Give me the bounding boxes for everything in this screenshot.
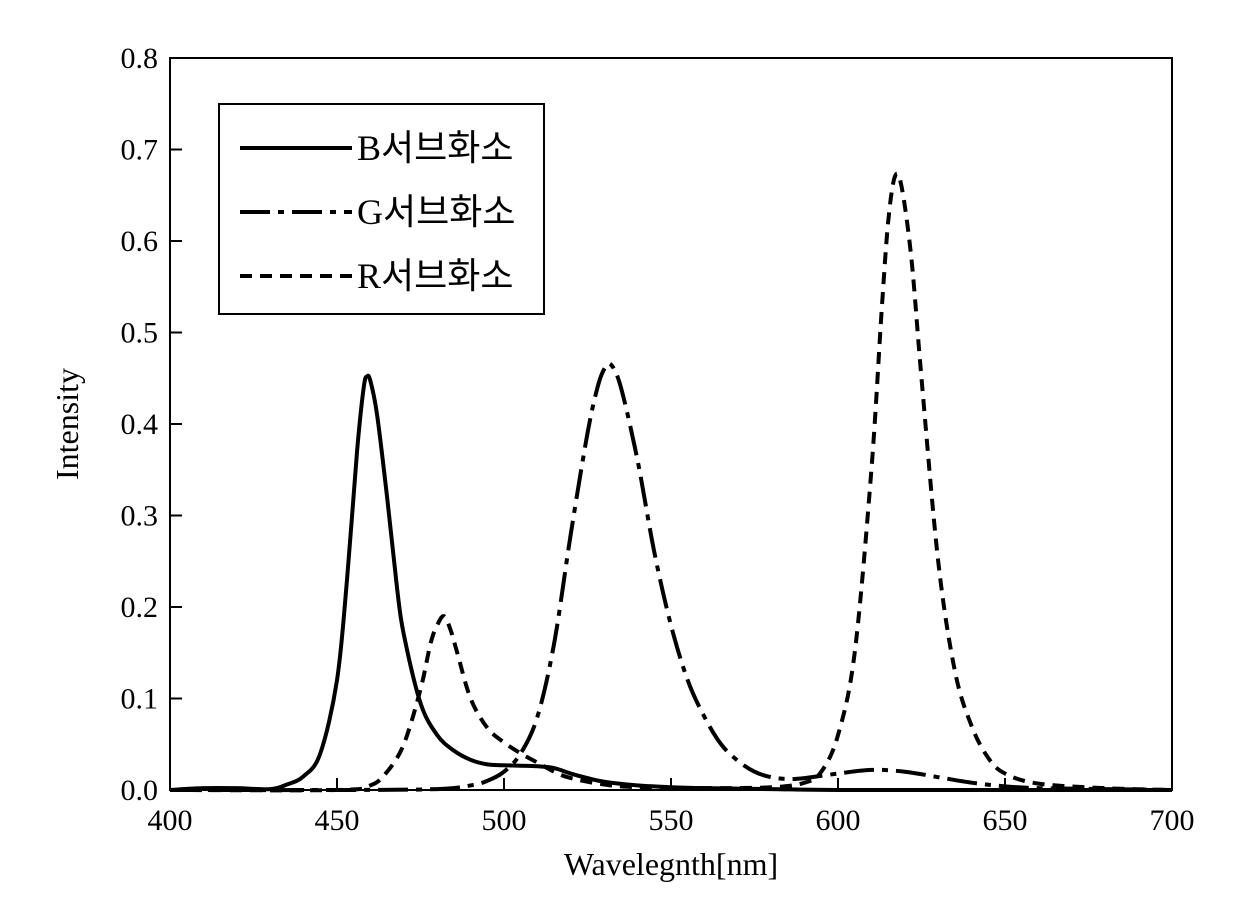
- x-tick-label: 450: [315, 804, 360, 837]
- y-tick-label: 0.0: [121, 774, 159, 807]
- series-line-b: [169, 373, 1172, 793]
- y-axis: 0.0 0.1 0.2 0.3 0.4 0.5 0.6 0.7 0.8: [121, 42, 182, 807]
- legend-label-b: B서브화소: [357, 128, 514, 168]
- legend-label-g: G서브화소: [357, 192, 515, 232]
- y-tick-label: 0.4: [121, 408, 159, 441]
- y-tick-label: 0.6: [121, 225, 159, 258]
- x-axis-title: Wavelegnth[nm]: [564, 846, 778, 882]
- y-tick-label: 0.1: [121, 683, 159, 716]
- x-tick-label: 550: [649, 804, 694, 837]
- x-axis: 400 450 500 550 600 650 700: [148, 778, 1195, 837]
- x-tick-label: 500: [482, 804, 527, 837]
- x-tick-label: 600: [816, 804, 861, 837]
- x-tick-label: 700: [1150, 804, 1195, 837]
- legend: B서브화소 G서브화소 R서브화소: [218, 103, 545, 315]
- y-tick-label: 0.3: [121, 500, 159, 533]
- legend-label-r: R서브화소: [357, 256, 514, 296]
- y-tick-label: 0.5: [121, 317, 159, 350]
- series-lines: [169, 171, 1173, 793]
- y-tick-label: 0.8: [121, 42, 159, 75]
- legend-box: [218, 103, 545, 315]
- series-line-g: [169, 361, 1173, 793]
- y-axis-title: Intensity: [49, 368, 85, 480]
- y-tick-label: 0.2: [121, 591, 159, 624]
- x-tick-label: 650: [983, 804, 1028, 837]
- y-tick-label: 0.7: [121, 134, 159, 167]
- x-tick-label: 400: [148, 804, 193, 837]
